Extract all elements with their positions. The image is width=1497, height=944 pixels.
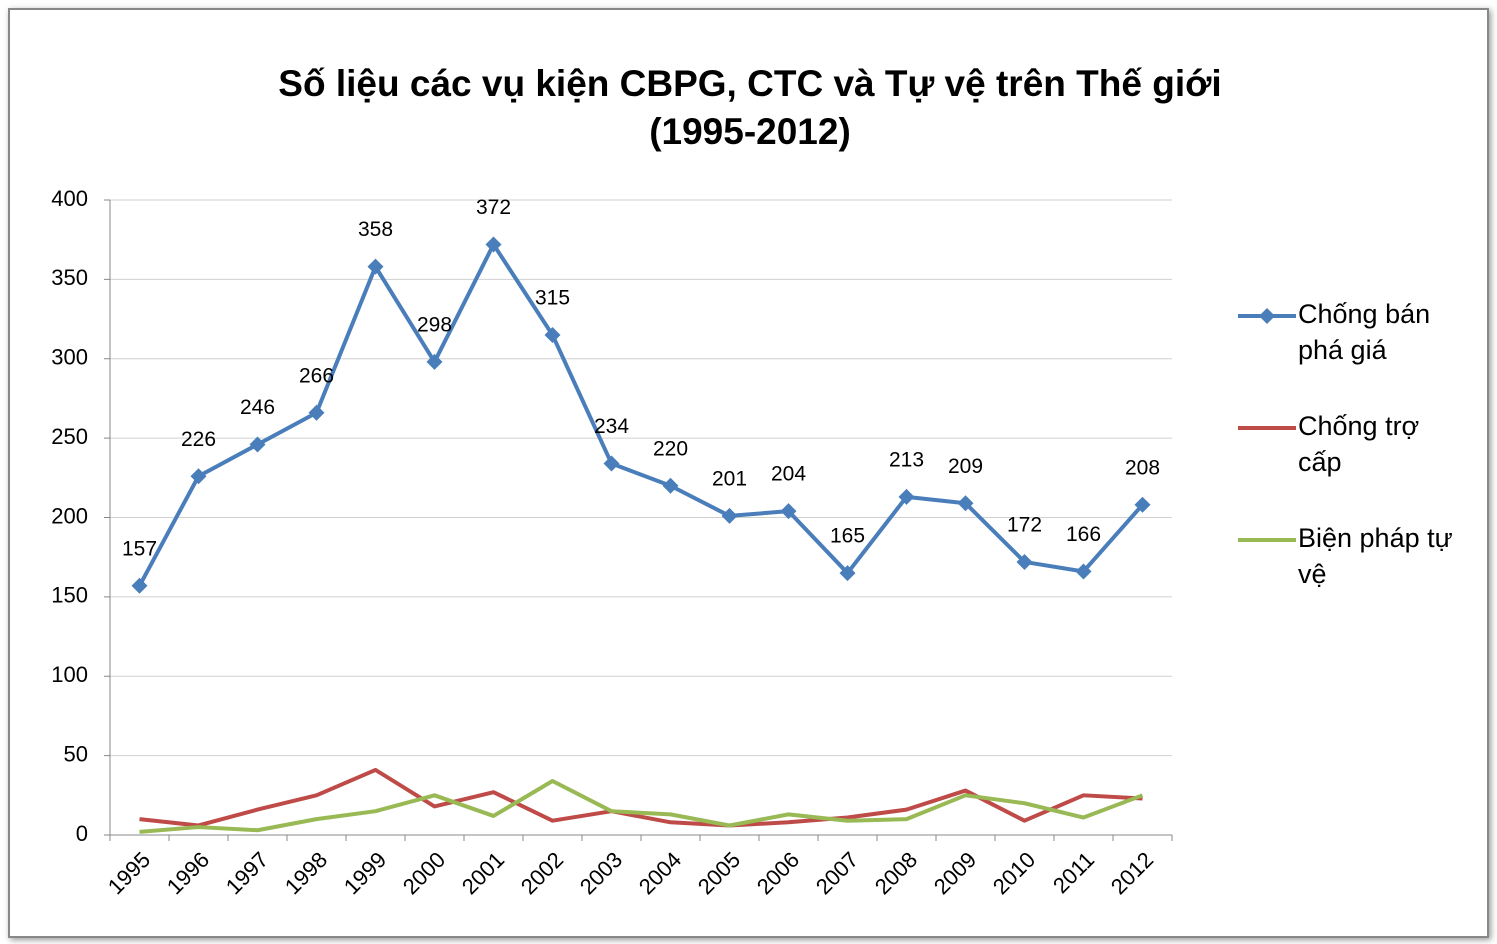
data-label: 246 <box>240 396 275 419</box>
legend-label: Biện pháp tự vệ <box>1298 523 1453 589</box>
data-label: 201 <box>712 467 747 490</box>
data-label: 172 <box>1007 513 1042 536</box>
series-line <box>139 779 1144 834</box>
point-marker <box>1075 563 1092 580</box>
y-tick-label: 350 <box>51 265 88 290</box>
data-label: 165 <box>830 525 865 548</box>
point-marker <box>308 404 325 421</box>
data-label: 209 <box>948 455 983 478</box>
x-tick-label: 2012 <box>1106 847 1158 899</box>
x-tick-label: 1999 <box>339 847 391 899</box>
y-tick-label: 50 <box>64 741 88 766</box>
point-marker <box>839 565 856 582</box>
point-marker <box>603 455 620 472</box>
y-tick-label: 400 <box>51 186 88 211</box>
x-tick-label: 2008 <box>870 847 922 899</box>
y-tick-label: 100 <box>51 662 88 687</box>
x-tick-label: 1996 <box>162 847 214 899</box>
point-marker <box>249 436 266 453</box>
point-marker <box>485 236 502 253</box>
point-marker <box>544 326 561 343</box>
x-tick-label: 2011 <box>1048 847 1099 898</box>
y-tick-label: 150 <box>51 583 88 608</box>
y-tick-label: 300 <box>51 345 88 370</box>
x-tick-label: 2010 <box>988 847 1040 899</box>
data-label: 298 <box>417 313 452 336</box>
y-tick-label: 200 <box>51 503 88 528</box>
legend-item: Chống bán phá giá <box>1238 296 1468 368</box>
point-marker <box>426 353 443 370</box>
chart-frame <box>8 8 1489 938</box>
x-tick-label: 1998 <box>280 847 332 899</box>
chart-title: (1995-2012) <box>649 111 851 152</box>
data-label: 315 <box>535 286 570 309</box>
point-marker <box>780 503 797 520</box>
data-label: 358 <box>358 218 393 241</box>
x-tick-label: 1997 <box>221 847 273 899</box>
data-label: 372 <box>476 196 511 219</box>
legend-marker <box>1259 308 1275 324</box>
data-label: 157 <box>122 537 157 560</box>
point-marker <box>367 258 384 275</box>
data-label: 166 <box>1066 523 1101 546</box>
x-tick-label: 2006 <box>752 847 804 899</box>
data-label: 204 <box>771 463 806 486</box>
data-label: 266 <box>299 364 334 387</box>
x-tick-label: 2003 <box>575 847 627 899</box>
legend-label: Chống trợ cấp <box>1298 411 1420 477</box>
x-tick-label: 1995 <box>103 847 155 899</box>
point-marker <box>131 577 148 594</box>
y-tick-label: 250 <box>51 424 88 449</box>
legend-item: Biện pháp tự vệ <box>1238 520 1468 592</box>
x-tick-label: 2000 <box>398 847 450 899</box>
point-marker <box>898 488 915 505</box>
data-label: 234 <box>594 415 629 438</box>
point-marker <box>190 468 207 485</box>
x-tick-label: 2007 <box>811 847 863 899</box>
series-line <box>137 242 1144 587</box>
x-tick-label: 2009 <box>929 847 981 899</box>
data-label: 220 <box>653 437 688 460</box>
x-tick-label: 2005 <box>693 847 745 899</box>
legend-item: Chống trợ cấp <box>1238 408 1468 480</box>
point-marker <box>1016 553 1033 570</box>
x-tick-label: 2004 <box>634 847 686 899</box>
data-label: 226 <box>181 428 216 451</box>
point-marker <box>1134 496 1151 513</box>
data-label: 213 <box>889 448 924 471</box>
legend-label: Chống bán phá giá <box>1298 299 1431 365</box>
y-tick-label: 0 <box>76 821 88 846</box>
data-label: 208 <box>1125 456 1160 479</box>
x-tick-label: 2002 <box>516 847 568 899</box>
point-marker <box>957 495 974 512</box>
chart-title: Số liệu các vụ kiện CBPG, CTC và Tự vệ t… <box>278 63 1221 104</box>
point-marker <box>721 507 738 524</box>
point-marker <box>662 477 679 494</box>
x-tick-label: 2001 <box>457 847 509 899</box>
